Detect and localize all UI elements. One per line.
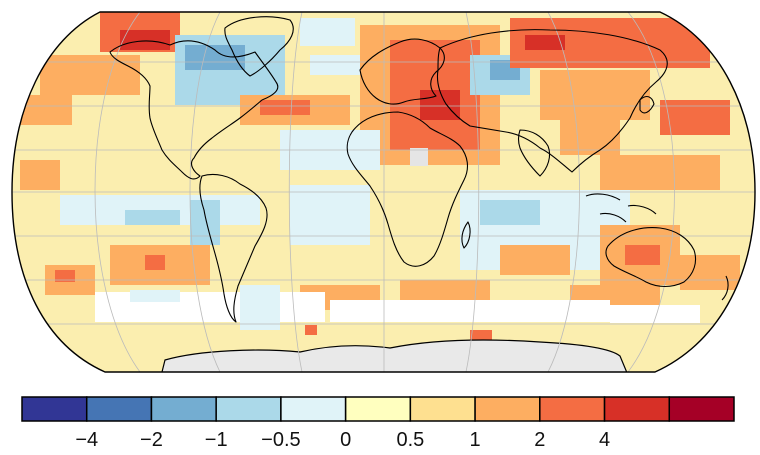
world-temperature-anomaly-map: [11, 11, 756, 373]
colorbar-bin: [280, 396, 347, 422]
colorbar-bin: [344, 396, 412, 422]
colorbar-tick-label: 0.5: [396, 429, 424, 451]
colorbar-bin: [215, 396, 282, 422]
colorbar-bin: [21, 396, 88, 422]
new-zealand-coast: [721, 275, 729, 301]
colorbar-tick-labels: −4 −2 −1 −0.5 0 0.5 1 2 4: [75, 429, 610, 451]
anomaly-cell: [610, 305, 700, 323]
colorbar-tick-label: −2: [140, 429, 163, 451]
india-coast: [517, 129, 551, 177]
anomaly-cell: [310, 55, 370, 75]
anomaly-cell: [480, 200, 540, 225]
anomaly-cell: [40, 55, 140, 95]
colorbar-tick-label: 0: [340, 429, 351, 451]
japan-coast: [639, 95, 655, 114]
colorbar-bin: [539, 396, 606, 422]
anomaly-cell: [55, 270, 75, 282]
anomaly-cell: [625, 245, 660, 265]
europe-coast: [359, 38, 445, 105]
south-america-coast: [199, 173, 268, 323]
anomaly-cell: [290, 185, 370, 245]
anomaly-cell: [240, 285, 280, 330]
colorbar-bin: [668, 396, 735, 422]
anomaly-cell: [560, 115, 620, 155]
graticule: [12, 12, 755, 372]
colorbar-tick-label: 1: [470, 429, 481, 451]
anomaly-cell: [500, 245, 570, 275]
anomaly-cell: [260, 100, 310, 115]
anomaly-cell: [20, 160, 60, 190]
colorbar-tick-label: 4: [599, 429, 610, 451]
anomaly-cell: [190, 200, 220, 245]
no-data-cell: [410, 148, 428, 166]
colorbar-bin: [150, 396, 217, 422]
greenland-coast: [224, 16, 294, 77]
globe-outline: [11, 11, 756, 373]
colorbar-legend: −4 −2 −1 −0.5 0 0.5 1 2 4: [21, 396, 735, 451]
colorbar-bin: [409, 396, 476, 422]
anomaly-cell: [540, 70, 650, 120]
anomaly-cell: [600, 155, 720, 190]
colorbar-tick-label: 2: [534, 429, 545, 451]
coastlines: [109, 16, 729, 323]
anomaly-cell: [525, 35, 565, 50]
asia-coast: [436, 29, 668, 173]
north-america-coast: [109, 40, 279, 180]
australia-coast: [605, 227, 697, 288]
colorbar-bin: [474, 396, 541, 422]
anomaly-cell: [185, 45, 245, 70]
anomaly-cell: [420, 90, 460, 120]
madagascar-coast: [461, 221, 471, 249]
colorbar-bin: [85, 396, 153, 422]
anomaly-cell: [95, 292, 325, 322]
colorbar-tick-label: −1: [205, 429, 228, 451]
africa-coast: [346, 111, 469, 267]
colorbar-boxes: [21, 396, 735, 422]
southeast-asia-islands: [585, 193, 657, 223]
anomaly-cell: [330, 300, 610, 322]
antarctica: [159, 339, 631, 372]
anomaly-cell: [130, 290, 180, 302]
anomaly-cell: [120, 30, 170, 50]
anomaly-cell: [300, 18, 355, 46]
colorbar-tick-label: −4: [75, 429, 98, 451]
anomaly-cell: [680, 255, 740, 290]
anomaly-cell: [125, 210, 180, 225]
colorbar-tick-label: −0.5: [261, 429, 300, 451]
anomaly-cell: [145, 255, 165, 270]
colorbar-bin: [603, 396, 671, 422]
anomaly-cell: [470, 330, 492, 340]
anomaly-cell: [305, 325, 317, 335]
